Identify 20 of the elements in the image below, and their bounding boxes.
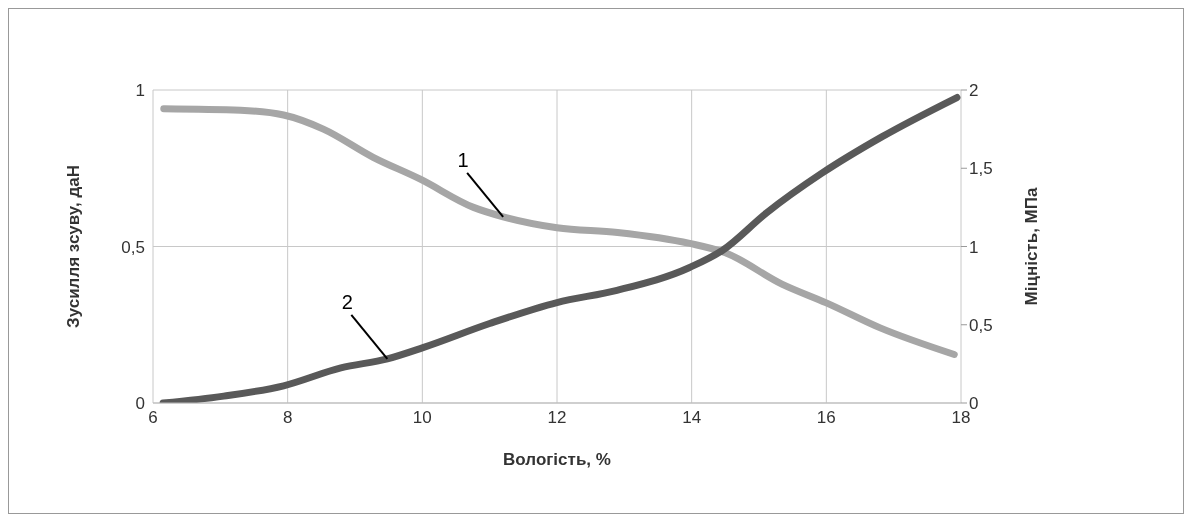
x-tick-label: 12: [547, 408, 567, 428]
text: 2: [341, 290, 353, 313]
y-tick-label: 0,5: [121, 237, 145, 257]
y-axis-title: Зусилля зсуву, даН: [64, 165, 84, 328]
y2-tick-label: 0: [969, 394, 979, 414]
x-axis-title: Вологість, %: [503, 450, 611, 469]
y-tick-label: 0: [135, 394, 145, 414]
x-tick-label: 6: [148, 408, 158, 428]
y2-tick-label: 1,5: [969, 159, 993, 179]
y2-tick-label: 2: [969, 81, 979, 101]
x-tick-label: 10: [412, 408, 432, 428]
series-label: 1: [457, 148, 469, 171]
x-tick-label: 14: [682, 408, 702, 428]
x-tick-label: 8: [282, 408, 293, 428]
y2-axis-title: Міцність, МПа: [1022, 187, 1042, 306]
x-tick-label: 16: [816, 408, 836, 428]
y2-tick-label: 1: [969, 237, 979, 257]
x-tick-label: 18: [951, 408, 971, 428]
y-tick-label: 1: [135, 81, 145, 101]
y2-tick-label: 0,5: [969, 315, 993, 335]
